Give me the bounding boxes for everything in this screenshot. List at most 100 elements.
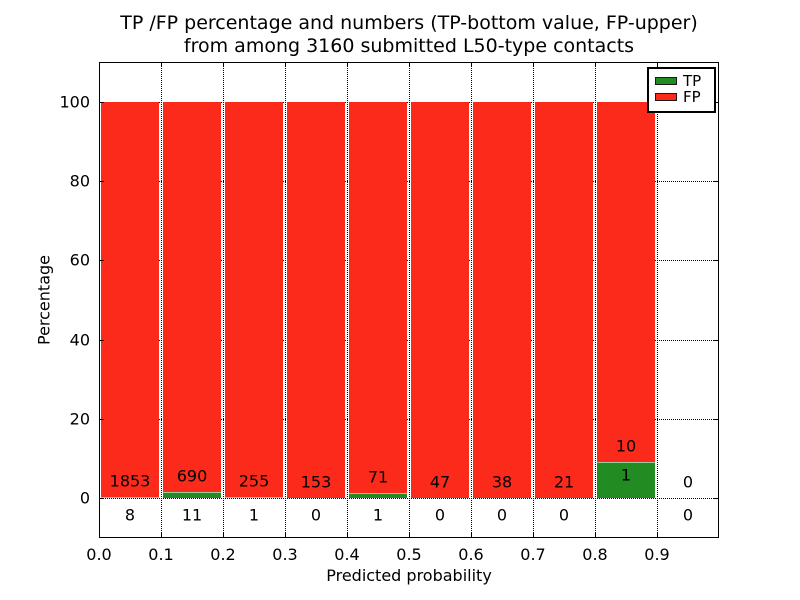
y-tick-mark [100,419,104,420]
grid-line-vertical [657,63,658,537]
y-tick-mark-right [714,498,718,500]
x-tick-label: 0.5 [396,545,422,564]
x-tick-mark [285,533,286,537]
grid-line-vertical [223,63,224,537]
x-tick-mark-top [161,63,162,67]
y-tick-label: 80 [69,171,90,191]
fp-count-label: 0 [682,472,694,492]
bar-fp-segment [287,101,345,499]
fp-count-label: 255 [238,471,270,491]
y-tick-mark-right [714,181,718,182]
grid-line-vertical [161,63,162,537]
x-tick-label: 0.9 [644,545,670,564]
x-tick-mark [595,533,596,537]
bar-tp-segment [163,492,221,499]
x-tick-mark [533,533,534,537]
x-tick-label: 0.2 [210,545,236,564]
tp-count-label: 0 [310,505,322,525]
y-tick-label: 100 [59,92,90,112]
x-tick-mark [409,533,410,537]
x-tick-mark-top [223,63,224,67]
fp-count-label: 1853 [109,471,151,491]
grid-line-vertical [347,63,348,537]
bar-tp-segment [101,496,159,499]
tp-count-label: 0 [558,505,570,525]
grid-line-vertical [409,63,410,537]
y-tick-mark [100,101,104,103]
bar-fp-segment [411,101,469,499]
fp-count-label: 71 [367,467,389,487]
grid-line-vertical [471,63,472,537]
y-tick-mark [100,498,104,500]
x-tick-mark-top [99,63,100,67]
bar-fp-segment [597,101,655,463]
x-tick-label: 0.7 [520,545,546,564]
tp-legend-swatch-icon [655,77,677,85]
bar-fp-segment [349,101,407,493]
tp-count-label: 0 [434,505,446,525]
bar-tp-segment [349,492,407,499]
bar-fp-segment [101,101,159,497]
bar-fp-segment [163,101,221,493]
bar-tp-segment [597,462,655,499]
fp-count-label: 690 [176,466,208,486]
legend-row-fp: FP [649,89,714,105]
y-tick-mark [100,260,104,262]
x-tick-mark [223,533,224,537]
x-tick-mark-top [595,63,596,67]
x-tick-mark-top [409,63,410,67]
tp-count-label: 1 [372,505,384,525]
x-tick-label: 0.6 [458,545,484,564]
x-tick-mark [657,533,658,537]
x-tick-mark-top [657,63,658,67]
y-tick-mark-right [714,339,718,341]
y-tick-mark-right [714,101,718,103]
y-tick-label: 0 [79,488,90,508]
y-tick-mark [100,339,104,341]
tp-count-label: 8 [124,505,136,525]
x-axis-label: Predicted probability [326,566,492,585]
grid-line-horizontal [100,260,718,262]
grid-line-vertical [533,63,534,537]
grid-line-vertical [595,63,596,537]
grid-line-horizontal [100,339,718,341]
bar-tp-segment [225,496,283,499]
fp-legend-swatch-icon [655,93,677,101]
x-tick-mark-top [285,63,286,67]
fp-count-label: 153 [300,472,332,492]
y-tick-mark-right [714,260,718,262]
grid-line-horizontal [100,419,718,420]
grid-line-horizontal [100,101,718,103]
bar-fp-segment [535,101,593,499]
tp-count-label: 11 [181,505,203,525]
grid-line-horizontal [100,498,718,500]
y-tick-label: 60 [69,250,90,270]
x-tick-label: 0.8 [582,545,608,564]
fp-count-label: 21 [553,472,575,492]
tp-count-label: 1 [620,465,632,485]
x-tick-mark-top [471,63,472,67]
tp-count-label: 0 [496,505,508,525]
grid-line-vertical [285,63,286,537]
chart-title-line-1: TP /FP percentage and numbers (TP-bottom… [120,12,698,34]
x-tick-mark [161,533,162,537]
tp-count-label: 1 [248,505,260,525]
y-tick-label: 20 [69,409,90,429]
y-tick-label: 40 [69,330,90,350]
x-tick-mark [347,533,348,537]
legend-label-fp: FP [683,88,701,106]
bar-fp-segment [225,101,283,497]
x-tick-mark-top [533,63,534,67]
y-tick-mark [100,181,104,182]
fp-count-label: 47 [429,472,451,492]
grid-line-horizontal [100,181,718,182]
x-tick-mark-top [347,63,348,67]
x-tick-label: 0.0 [86,545,112,564]
y-tick-mark-right [714,419,718,420]
axes-frame [99,62,719,538]
x-tick-label: 0.1 [148,545,174,564]
x-tick-label: 0.4 [334,545,360,564]
legend-label-tp: TP [683,72,702,90]
